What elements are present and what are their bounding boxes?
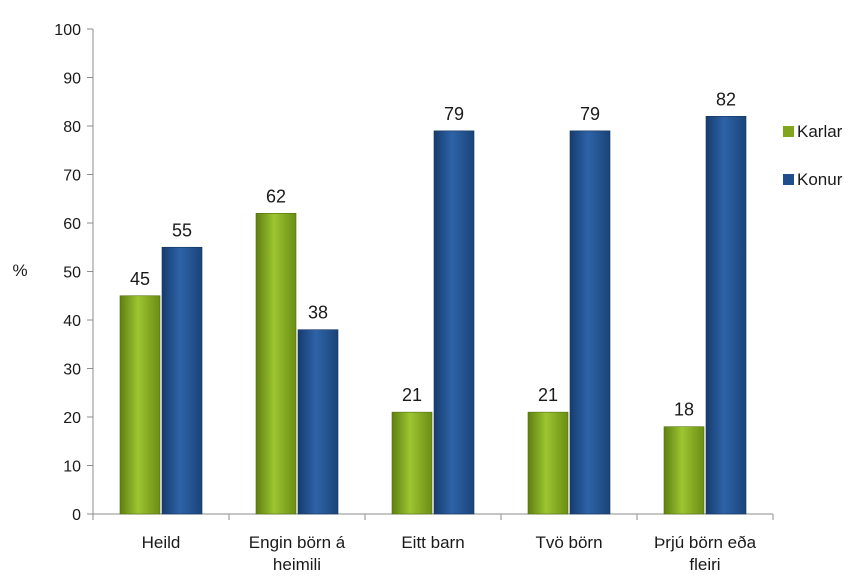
y-tick-label: 90 [63, 71, 81, 88]
category-label: Þrjú börn eða [654, 533, 757, 552]
y-tick-label: 40 [63, 313, 81, 330]
legend-swatch-konur [783, 174, 794, 185]
y-tick-label: 100 [54, 22, 81, 39]
data-label: 18 [674, 400, 694, 420]
data-label: 62 [266, 186, 286, 206]
category-label: heimili [273, 555, 321, 574]
y-tick-label: 70 [63, 168, 81, 185]
bar-karlar [527, 411, 569, 515]
data-label: 82 [716, 89, 736, 109]
y-tick-label: 60 [63, 216, 81, 233]
y-axis-label: % [12, 261, 27, 280]
category-label: Eitt barn [401, 533, 464, 552]
category-label: Heild [142, 533, 181, 552]
category-labels: Heild Engin börn á heimili Eitt barn Tvö bör… [142, 533, 757, 574]
x-axis [92, 513, 774, 520]
data-label: 45 [130, 269, 150, 289]
y-tick-label: 30 [63, 362, 81, 379]
bar-konur [569, 130, 611, 515]
bar-karlar [255, 213, 297, 515]
data-labels: 45 62 21 21 18 55 38 79 79 82 [130, 89, 736, 419]
category-label: Tvö börn [535, 533, 602, 552]
y-tick-label: 20 [63, 410, 81, 427]
data-label: 38 [308, 303, 328, 323]
bar-konur [433, 130, 475, 515]
legend: Karlar Konur [783, 122, 843, 189]
category-label: fleiri [689, 555, 720, 574]
data-label: 21 [538, 385, 558, 405]
bars [119, 116, 747, 515]
data-label: 79 [580, 104, 600, 124]
data-label: 79 [444, 104, 464, 124]
legend-label: Konur [797, 170, 843, 189]
category-label: Engin börn á [249, 533, 346, 552]
y-tick-label: 50 [63, 265, 81, 282]
bar-karlar [663, 426, 705, 515]
bar-karlar [391, 411, 433, 515]
bar-konur [705, 116, 747, 515]
y-tick-label: 10 [63, 459, 81, 476]
bar-karlar [119, 295, 161, 515]
y-axis: 0 10 20 30 40 50 60 70 80 90 100 [54, 22, 94, 524]
bar-konur [161, 246, 203, 515]
data-label: 21 [402, 385, 422, 405]
legend-swatch-karlar [783, 126, 794, 137]
data-label: 55 [172, 220, 192, 240]
legend-label: Karlar [797, 122, 843, 141]
y-tick-label: 80 [63, 119, 81, 136]
bar-konur [297, 329, 339, 515]
y-tick-label: 0 [72, 507, 81, 524]
